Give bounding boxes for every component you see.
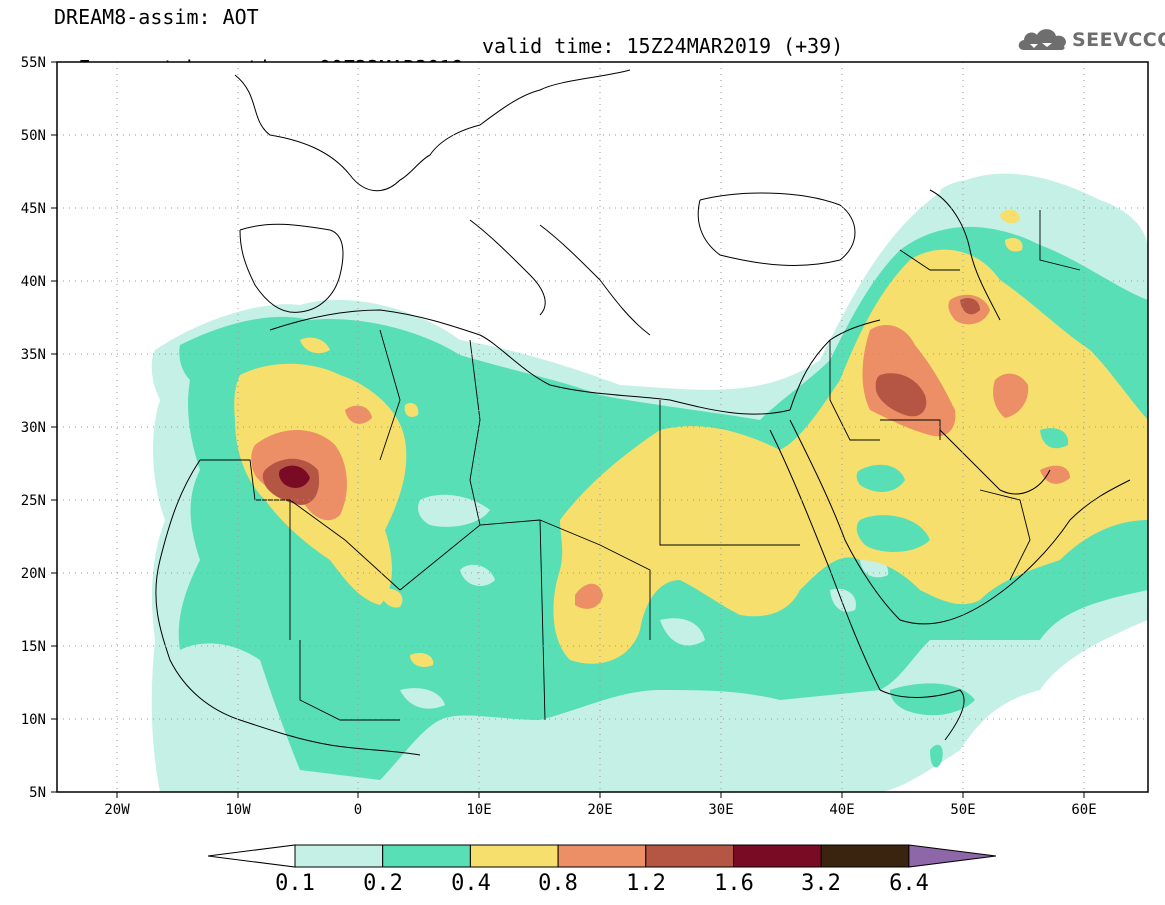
lat-label: 55N [21,55,46,71]
lat-label: 20N [21,566,46,582]
logo-text: SEEVCCC [1072,29,1165,51]
colorbar-labels: 0.1 0.2 0.4 0.8 1.2 1.6 3.2 6.4 [275,871,929,896]
lat-label: 50N [21,128,46,144]
longitude-labels: 20W 10W 0 10E 20E 30E 40E 50E 60E [104,802,1096,818]
lat-label: 35N [21,347,46,363]
lon-label: 10W [225,802,251,818]
seevccc-logo: SEEVCCC [1016,22,1165,56]
country-borders [200,210,1081,721]
aot-field [57,62,1148,792]
aot-level-1.6 [279,465,310,488]
lon-label: 30E [708,802,733,818]
lat-label: 10N [21,712,46,728]
colorbar-box [294,844,384,868]
lon-label: 20W [104,802,130,818]
colorbar-label: 0.2 [363,871,403,896]
aot-moderate-patches [856,428,1069,552]
colorbar-label: 0.8 [538,871,578,896]
lat-label: 30N [21,420,46,436]
lat-label: 5N [29,785,46,801]
lat-label: 40N [21,274,46,290]
cloud-icon [1018,29,1067,50]
colorbar-box [820,844,910,868]
lat-label: 15N [21,639,46,655]
lon-label: 20E [587,802,612,818]
colorbar-min-arrow [207,844,296,868]
map-title: DREAM8-assim: AOT [54,5,259,29]
colorbar-box [645,844,734,868]
latitude-labels: 55N 50N 45N 40N 35N 30N 25N 20N 15N 10N … [21,55,46,801]
lat-label: 25N [21,493,46,509]
colorbar-max-arrow [908,844,996,868]
aot-low-patches [400,494,889,709]
lon-label: 10E [466,802,491,818]
lon-label: 0 [354,802,362,818]
valid-time: valid time: 15Z24MAR2019 (+39) [482,34,844,58]
lat-label: 45N [21,201,46,217]
colorbar-box [382,844,471,868]
colorbar-label: 6.4 [889,871,929,896]
colorbar-label: 3.2 [801,871,841,896]
colorbar-box [733,844,822,868]
coastlines [155,69,1131,756]
colorbar-boxes [207,844,996,868]
colorbar-label: 1.6 [714,871,754,896]
colorbar-label: 0.1 [275,871,315,896]
colorbar-label: 1.2 [626,871,666,896]
lon-label: 60E [1071,802,1096,818]
colorbar-box [557,844,647,868]
colorbar-box [469,844,559,868]
colorbar-label: 0.4 [451,871,491,896]
axis-ticks [51,61,1085,798]
lon-label: 50E [950,802,975,818]
lon-label: 40E [829,802,854,818]
